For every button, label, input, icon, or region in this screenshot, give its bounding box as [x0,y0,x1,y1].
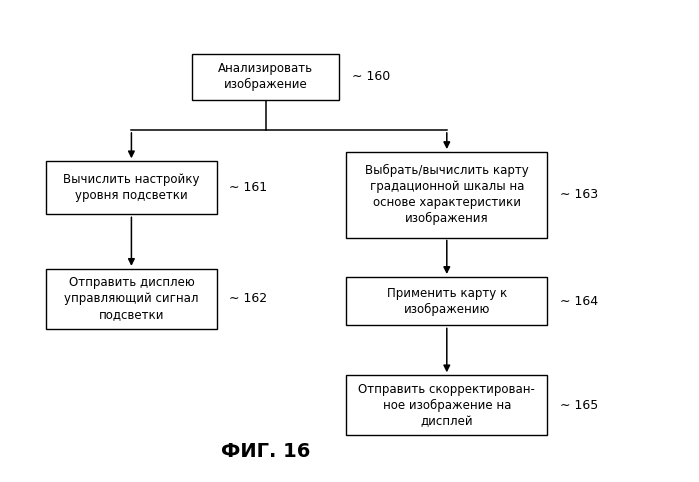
Text: Отправить скорректирован-
ное изображение на
дисплей: Отправить скорректирован- ное изображени… [359,383,535,428]
Text: ∼ 165: ∼ 165 [559,399,598,412]
Text: Анализировать
изображение: Анализировать изображение [218,62,313,91]
Text: ФИГ. 16: ФИГ. 16 [221,442,310,461]
FancyBboxPatch shape [192,54,340,100]
FancyBboxPatch shape [346,375,547,435]
FancyBboxPatch shape [46,269,217,329]
Text: Выбрать/вычислить карту
градационной шкалы на
основе характеристики
изображения: Выбрать/вычислить карту градационной шка… [365,164,528,226]
Text: ∼ 162: ∼ 162 [229,293,267,305]
Text: ∼ 164: ∼ 164 [559,295,598,308]
FancyBboxPatch shape [346,277,547,325]
Text: ∼ 163: ∼ 163 [559,188,598,201]
Text: Отправить дисплею
управляющий сигнал
подсветки: Отправить дисплею управляющий сигнал под… [64,276,199,321]
Text: ∼ 160: ∼ 160 [352,70,390,83]
FancyBboxPatch shape [46,161,217,214]
Text: Применить карту к
изображению: Применить карту к изображению [387,287,507,316]
Text: ∼ 161: ∼ 161 [229,181,267,194]
FancyBboxPatch shape [346,152,547,238]
Text: Вычислить настройку
уровня подсветки: Вычислить настройку уровня подсветки [63,174,200,202]
